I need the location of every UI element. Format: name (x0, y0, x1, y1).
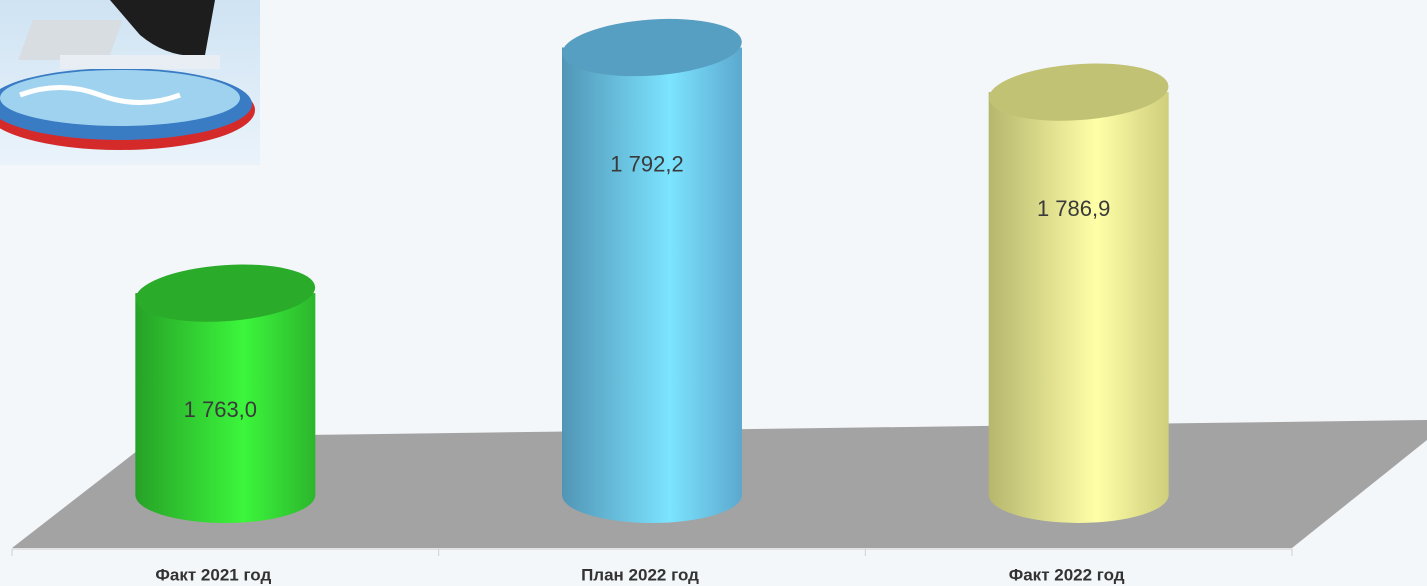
bar (562, 18, 742, 524)
bar-body (135, 293, 316, 523)
bar (988, 63, 1169, 523)
bar-body (562, 47, 742, 524)
bar-body (988, 92, 1169, 523)
bar (135, 264, 316, 523)
value-label: 1 763,0 (184, 397, 257, 422)
bar-top (135, 264, 316, 322)
value-label: 1 792,2 (610, 151, 683, 176)
x-tick-label: Факт 2021 год (155, 565, 271, 584)
x-tick-label: План 2022 год (581, 565, 699, 584)
bar-top (988, 63, 1169, 121)
logo (0, 0, 260, 165)
value-label: 1 786,9 (1037, 196, 1110, 221)
x-tick-label: Факт 2022 год (1009, 565, 1125, 584)
bar-top (562, 18, 742, 77)
